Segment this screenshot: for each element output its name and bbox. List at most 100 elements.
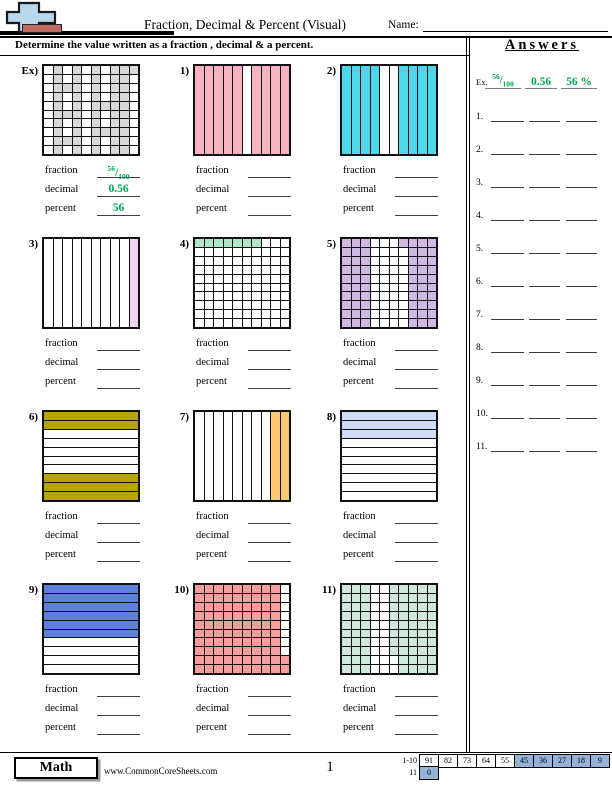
grid-cell bbox=[261, 301, 270, 310]
fraction-answer-blank[interactable] bbox=[248, 696, 291, 697]
percent-answer-blank[interactable] bbox=[97, 215, 140, 216]
fraction-grid bbox=[193, 237, 291, 329]
grid-cell bbox=[233, 247, 242, 256]
grid-cell bbox=[110, 128, 119, 137]
percent-answer-blank[interactable] bbox=[97, 388, 140, 389]
answer-blank[interactable] bbox=[491, 350, 524, 353]
grid-cell bbox=[418, 66, 427, 154]
grid-cell bbox=[53, 110, 62, 119]
percent-answer-blank[interactable] bbox=[395, 215, 438, 216]
grid-cell bbox=[63, 239, 72, 327]
example-fraction-value: 56/100 bbox=[107, 164, 130, 182]
name-label: Name: bbox=[388, 19, 419, 31]
answer-blank[interactable] bbox=[491, 218, 524, 221]
decimal-answer-blank[interactable] bbox=[248, 542, 291, 543]
answer-blank[interactable] bbox=[491, 119, 524, 122]
fraction-answer-blank[interactable] bbox=[248, 523, 291, 524]
percent-answer-blank[interactable] bbox=[97, 734, 140, 735]
fraction-answer-blank[interactable] bbox=[97, 177, 140, 178]
decimal-answer-blank[interactable] bbox=[248, 196, 291, 197]
answer-blank[interactable] bbox=[566, 119, 597, 122]
answer-blank[interactable] bbox=[529, 185, 560, 188]
fraction-answer-blank[interactable] bbox=[395, 523, 438, 524]
grid-cell bbox=[418, 611, 427, 620]
answers-example-row: Ex. 56/100 0.56 56 % bbox=[472, 62, 612, 89]
fraction-answer-blank[interactable] bbox=[97, 523, 140, 524]
decimal-answer-blank[interactable] bbox=[395, 715, 438, 716]
answer-blank[interactable] bbox=[529, 152, 560, 155]
decimal-answer-blank[interactable] bbox=[248, 715, 291, 716]
decimal-answer-blank[interactable] bbox=[97, 542, 140, 543]
answer-blank[interactable] bbox=[566, 317, 597, 320]
fraction-answer-blank[interactable] bbox=[395, 350, 438, 351]
grid-cell bbox=[380, 274, 389, 283]
grid-cell bbox=[408, 247, 417, 256]
percent-answer-blank[interactable] bbox=[248, 388, 291, 389]
percent-answer-blank[interactable] bbox=[395, 388, 438, 389]
answer-blank[interactable] bbox=[491, 317, 524, 320]
decimal-answer-blank[interactable] bbox=[97, 715, 140, 716]
answer-blank[interactable] bbox=[529, 383, 560, 386]
grid-cell bbox=[351, 629, 360, 638]
answer-blank[interactable] bbox=[491, 449, 524, 452]
answer-blank[interactable] bbox=[529, 251, 560, 254]
percent-answer-blank[interactable] bbox=[248, 734, 291, 735]
grid-cell bbox=[261, 665, 270, 673]
percent-answer-blank[interactable] bbox=[395, 734, 438, 735]
grid-cell bbox=[389, 319, 398, 327]
answer-blank[interactable] bbox=[566, 449, 597, 452]
percent-answer-blank[interactable] bbox=[97, 561, 140, 562]
grid-cell bbox=[204, 319, 213, 327]
answer-blank[interactable] bbox=[529, 284, 560, 287]
answer-blank[interactable] bbox=[491, 383, 524, 386]
answer-blank[interactable] bbox=[491, 284, 524, 287]
answer-blank[interactable] bbox=[529, 119, 560, 122]
decimal-answer-blank[interactable] bbox=[97, 369, 140, 370]
answer-blank[interactable] bbox=[491, 416, 524, 419]
decimal-answer-blank[interactable] bbox=[395, 542, 438, 543]
grid-cell bbox=[408, 239, 417, 247]
answer-blank[interactable] bbox=[491, 185, 524, 188]
answer-blank[interactable] bbox=[566, 152, 597, 155]
answer-blank[interactable] bbox=[491, 251, 524, 254]
grid-cell bbox=[120, 119, 129, 128]
answer-blank[interactable] bbox=[566, 185, 597, 188]
grid-cell bbox=[280, 611, 289, 620]
grid-cell bbox=[370, 620, 379, 629]
grid-cell bbox=[261, 611, 270, 620]
answer-blank[interactable] bbox=[491, 152, 524, 155]
fraction-answer-blank[interactable] bbox=[395, 177, 438, 178]
grid-cell bbox=[380, 656, 389, 665]
grid-cell bbox=[342, 483, 436, 492]
grid-cell bbox=[261, 256, 270, 265]
decimal-answer-blank[interactable] bbox=[395, 369, 438, 370]
answer-blank[interactable] bbox=[529, 449, 560, 452]
answer-blank[interactable] bbox=[566, 416, 597, 419]
grid-cell bbox=[252, 265, 261, 274]
fraction-answer-blank[interactable] bbox=[395, 696, 438, 697]
answer-blank[interactable] bbox=[566, 350, 597, 353]
problem-block: 8) fraction decimal percent bbox=[310, 410, 455, 572]
fraction-answer-blank[interactable] bbox=[248, 177, 291, 178]
fraction-answer-blank[interactable] bbox=[248, 350, 291, 351]
percent-answer-blank[interactable] bbox=[248, 561, 291, 562]
grid-cell bbox=[280, 656, 289, 665]
answer-blank[interactable] bbox=[566, 251, 597, 254]
answer-blank[interactable] bbox=[529, 350, 560, 353]
answer-blank[interactable] bbox=[566, 284, 597, 287]
answer-blank[interactable] bbox=[529, 218, 560, 221]
answer-blank[interactable] bbox=[529, 416, 560, 419]
name-input-line[interactable] bbox=[423, 31, 608, 32]
fraction-answer-blank[interactable] bbox=[97, 696, 140, 697]
answer-blank[interactable] bbox=[566, 218, 597, 221]
answer-blank[interactable] bbox=[529, 317, 560, 320]
percent-answer-blank[interactable] bbox=[395, 561, 438, 562]
grid-cell bbox=[233, 620, 242, 629]
decimal-answer-blank[interactable] bbox=[97, 196, 140, 197]
answer-blank[interactable] bbox=[566, 383, 597, 386]
decimal-answer-blank[interactable] bbox=[248, 369, 291, 370]
percent-answer-blank[interactable] bbox=[248, 215, 291, 216]
decimal-answer-blank[interactable] bbox=[395, 196, 438, 197]
fraction-answer-blank[interactable] bbox=[97, 350, 140, 351]
grid-cell bbox=[271, 647, 280, 656]
